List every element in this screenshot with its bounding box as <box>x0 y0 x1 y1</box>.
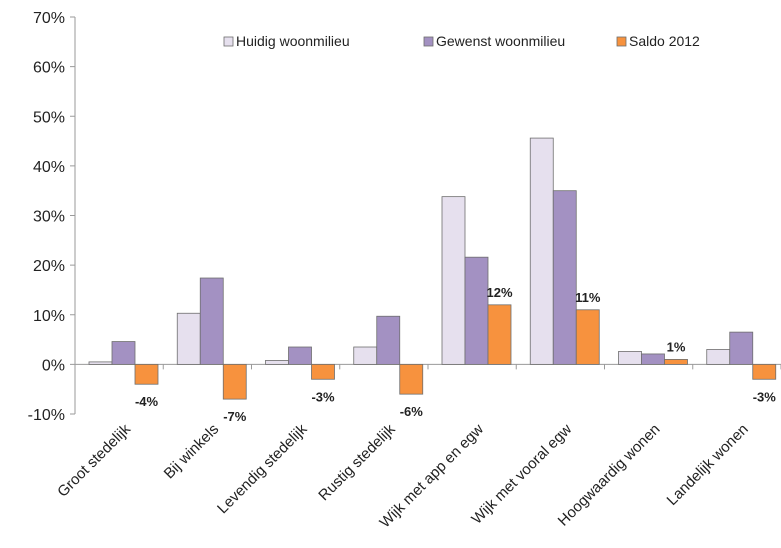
bar <box>311 363 335 380</box>
x-tick-label: Landelijk wonen <box>664 421 752 509</box>
data-labels: -4% -7% -3% -6% 12% 11% 1% -3% <box>135 285 776 424</box>
bar <box>376 315 401 365</box>
bar <box>199 277 224 365</box>
bar <box>88 361 113 365</box>
data-label: -3% <box>753 389 777 404</box>
data-label: 1% <box>667 339 686 354</box>
bar <box>111 341 136 365</box>
data-label: -4% <box>135 394 159 409</box>
x-tick-label: Hoogwaardig wonen <box>555 421 664 530</box>
data-label: -7% <box>223 409 247 424</box>
bar <box>288 346 312 365</box>
x-tick-label: Bij winkels <box>161 421 223 483</box>
y-tick-label: 70% <box>33 10 65 27</box>
bar <box>353 346 378 365</box>
legend-swatch <box>223 36 234 47</box>
legend-swatch <box>423 36 434 47</box>
data-label: -3% <box>311 389 335 404</box>
legend: Huidig woonmilieu Gewenst woonmilieu Saldo… <box>223 33 700 49</box>
bar <box>464 256 489 365</box>
y-tick-label: 30% <box>33 209 65 226</box>
bar <box>529 137 554 365</box>
bar <box>706 349 731 365</box>
legend-label: Saldo 2012 <box>629 33 700 49</box>
legend-label: Gewenst woonmilieu <box>436 33 565 49</box>
data-label: 11% <box>575 290 601 305</box>
axes: -10% 0% 10% 20% 30% 40% 50% 60% 70% <box>28 10 781 424</box>
x-tick-label: Rustig stedelijk <box>315 420 399 504</box>
legend-swatch <box>616 36 627 47</box>
bar <box>664 359 688 365</box>
y-tick-label: 20% <box>33 258 65 275</box>
y-tick-label: -10% <box>28 407 65 424</box>
bar <box>752 363 777 380</box>
bar <box>487 304 512 365</box>
bar <box>134 363 159 385</box>
x-tick-label: Levendig stedelijk <box>214 420 311 517</box>
y-tick-label: 60% <box>33 60 65 77</box>
bar <box>641 353 665 365</box>
data-label: 12% <box>486 285 512 300</box>
bar <box>176 312 201 365</box>
bars <box>88 137 777 400</box>
legend-label: Huidig woonmilieu <box>236 33 350 49</box>
y-tick-label: 40% <box>33 159 65 176</box>
bar <box>618 351 642 365</box>
bar <box>222 363 247 400</box>
y-tick-label: 10% <box>33 308 65 325</box>
bar <box>552 190 577 365</box>
bar <box>441 196 466 365</box>
bar <box>265 360 289 365</box>
bar <box>729 331 754 365</box>
y-tick-label: 50% <box>33 109 65 126</box>
bar <box>575 309 600 365</box>
bar <box>399 363 424 395</box>
y-tick-label: 0% <box>42 357 65 374</box>
x-tick-label: Groot stedelijk <box>54 420 134 500</box>
data-label: -6% <box>400 404 424 419</box>
